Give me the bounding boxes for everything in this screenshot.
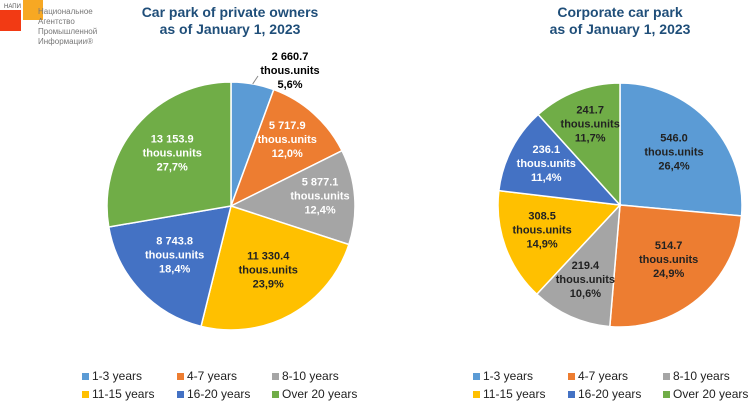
leader-line (252, 75, 259, 85)
legend-swatch (568, 372, 575, 380)
legend-swatch (663, 372, 670, 380)
pie1-data-label: 5 877.1 (302, 176, 339, 188)
pie1-data-label: 11 330.4 (247, 250, 290, 262)
legend-swatch (82, 372, 89, 380)
legend-swatch (82, 390, 89, 398)
pie2-slice-0 (619, 82, 743, 217)
legend-label: 16-20 years (187, 387, 251, 401)
pie2-data-label: 236.1 (533, 144, 561, 156)
pie1-data-label: thous.units (145, 249, 204, 261)
legend-swatch (177, 372, 184, 380)
pie2-data-label: 241.7 (576, 105, 604, 117)
legend-item: 4-7 years (177, 369, 272, 383)
pie2-slice-1 (609, 204, 743, 328)
legend-swatch (473, 372, 480, 380)
legend-swatch (568, 390, 575, 398)
pie1-data-label: thous.units (258, 134, 317, 146)
pie1-data-label: 27,7% (157, 161, 188, 173)
legend-2: 1-3 years 4-7 years 8-10 years 11-15 years 1… (473, 369, 748, 401)
pie1-slice-5 (106, 81, 232, 228)
pie2-slice-5 (537, 82, 621, 207)
pie2-data-label: 546.0 (660, 133, 688, 145)
legend-item: 1-3 years (473, 369, 568, 383)
pie1-data-label: 23,9% (253, 278, 284, 290)
logo-abbr: НАПИ (4, 4, 21, 10)
pie2-data-label: thous.units (644, 147, 703, 159)
legend-label: 11-15 years (483, 387, 546, 401)
pie2-data-label: 219.4 (572, 260, 600, 272)
pie1-data-label: 8 743.8 (156, 235, 193, 247)
pie2-data-label: 14,9% (526, 239, 557, 251)
pie2-data-label: thous.units (561, 119, 620, 131)
legend-item: 4-7 years (568, 369, 663, 383)
legend-item: Over 20 years (663, 387, 748, 401)
pie2-data-label: thous.units (517, 158, 576, 170)
legend-item: 11-15 years (82, 387, 177, 401)
legend-label: 4-7 years (578, 369, 629, 383)
legend-label: 8-10 years (282, 369, 339, 383)
pie1-data-label: 12,0% (272, 148, 303, 160)
pie2-data-label: 11,7% (575, 133, 606, 145)
legend-label: 1-3 years (92, 369, 143, 383)
pie1-data-label: thous.units (260, 65, 319, 77)
pie1-data-label: thous.units (239, 264, 298, 276)
pie1-data-label: 18,4% (159, 263, 190, 275)
legend-swatch (663, 390, 670, 398)
legend-label: Over 20 years (282, 387, 358, 401)
legend-item: 16-20 years (568, 387, 663, 401)
chart-title-2: Corporate car park as of January 1, 2023 (549, 4, 691, 37)
legend-swatch (272, 372, 279, 380)
pie1-slice-4 (107, 205, 233, 328)
pie2-data-label: 514.7 (655, 240, 683, 252)
pie2-data-label: 11,4% (531, 172, 562, 184)
logo-text: Национальное Агентство Промышленной Инфо… (38, 7, 98, 46)
legend-item: 16-20 years (177, 387, 272, 401)
pie1-slice-2 (229, 149, 356, 246)
chart-title-1: Car park of private owners as of January… (141, 4, 319, 37)
legend-swatch (177, 390, 184, 398)
pie2-data-label: thous.units (512, 225, 571, 237)
legend-label: 16-20 years (578, 387, 642, 401)
pie1-slice-1 (229, 88, 343, 208)
legend-label: 1-3 years (483, 369, 534, 383)
pie2-slice-3 (497, 189, 622, 296)
legend-1: 1-3 years 4-7 years 8-10 years 11-15 years 1… (82, 369, 372, 401)
pie2-data-label: 10,6% (570, 288, 601, 300)
pie2-data-label: 308.5 (528, 211, 556, 223)
pie2-data-label: thous.units (639, 254, 698, 266)
legend-item: 8-10 years (272, 369, 372, 383)
pie1-slice-3 (200, 205, 350, 331)
legend-swatch (272, 390, 279, 398)
pie2-slice-2 (535, 202, 621, 328)
legend-item: 1-3 years (82, 369, 177, 383)
legend-swatch (473, 390, 480, 398)
legend-label: 4-7 years (187, 369, 238, 383)
pie2-slice-4 (498, 113, 622, 206)
pie1-data-label: 5,6% (277, 79, 302, 91)
pie1-data-label: 12,4% (304, 204, 335, 216)
legend-label: Over 20 years (673, 387, 748, 401)
legend-item: Over 20 years (272, 387, 372, 401)
logo: НАПИ Национальное Агентство Промышленной… (0, 0, 110, 60)
pie1-data-label: 5 717.9 (269, 120, 306, 132)
legend-item: 11-15 years (473, 387, 568, 401)
pie2-data-label: 24,9% (653, 268, 684, 280)
legend-label: 11-15 years (92, 387, 155, 401)
pie1-data-label: thous.units (143, 147, 202, 159)
legend-item: 8-10 years (663, 369, 748, 383)
pie1-data-label: thous.units (290, 190, 349, 202)
pie1-data-label: 2 660.7 (272, 51, 309, 63)
legend-label: 8-10 years (673, 369, 730, 383)
pie1-data-label: 13 153.9 (151, 133, 194, 145)
pie2-data-label: thous.units (556, 274, 615, 286)
pie2-data-label: 26,4% (658, 161, 689, 173)
